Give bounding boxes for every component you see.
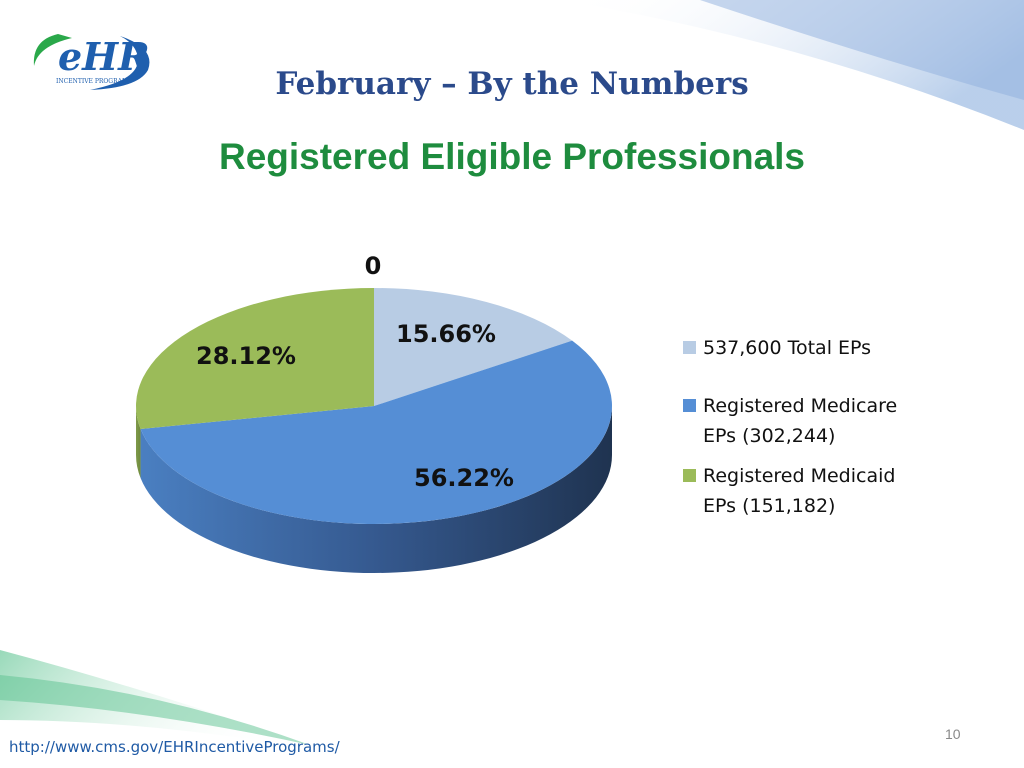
pie-slice-0	[374, 288, 573, 406]
slide-title: February – By the Numbers	[275, 66, 749, 102]
ehr-logo: eHR INCENTIVE PROGRAM	[33, 34, 150, 90]
slide-subtitle: Registered Eligible Professionals	[218, 136, 806, 177]
logo-tagline: INCENTIVE PROGRAM	[56, 78, 128, 85]
legend-item-total: 537,600 Total EPs	[683, 333, 933, 363]
legend-swatch	[683, 399, 696, 412]
data-label-2: 28.12%	[196, 342, 296, 370]
data-label-1: 56.22%	[414, 464, 514, 492]
pie-slice-2	[136, 288, 374, 429]
page-number: 10	[945, 726, 961, 742]
blue-swoosh-2	[700, 0, 1024, 100]
legend-item-medicare: Registered Medicare EPs (302,244)	[683, 391, 933, 451]
pie-side-1	[140, 406, 612, 573]
legend-item-medicaid: Registered Medicaid EPs (151,182)	[683, 461, 933, 521]
legend-label: Registered Medicare EPs (302,244)	[703, 395, 898, 447]
data-label-0: 15.66%	[396, 320, 496, 348]
legend-label: 537,600 Total EPs	[703, 337, 872, 359]
legend-swatch	[683, 469, 696, 482]
legend-swatch	[683, 341, 696, 354]
pie-side-2	[136, 406, 141, 478]
legend-label: Registered Medicaid EPs (151,182)	[703, 465, 896, 517]
green-swoosh-2	[0, 675, 310, 745]
chart-legend: 537,600 Total EPs Registered Medicare EP…	[683, 333, 933, 531]
top-label: 0	[365, 252, 382, 280]
pie-slice-1	[140, 340, 612, 524]
logo-text: eHR	[58, 34, 150, 79]
footer-url[interactable]: http://www.cms.gov/EHRIncentivePrograms/	[9, 738, 340, 756]
